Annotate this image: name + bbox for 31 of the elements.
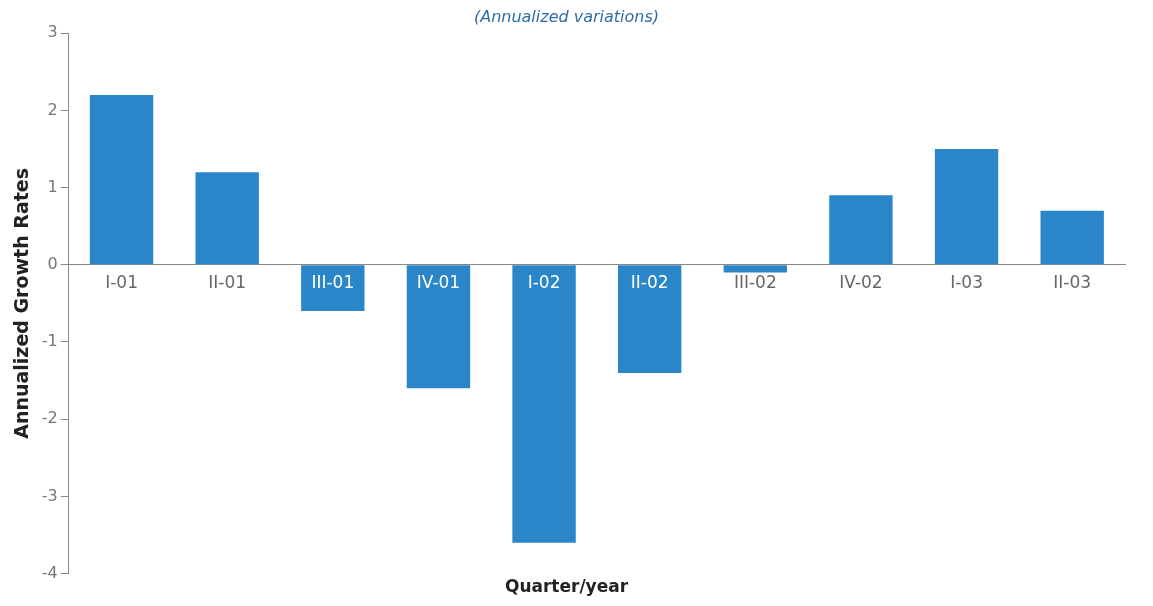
x-tick-label: I-03 — [950, 271, 983, 292]
y-tick-label: -3 — [41, 485, 58, 505]
y-tick-label: -4 — [41, 562, 58, 582]
x-tick-label: I-02 — [527, 271, 561, 292]
x-tick-label: IV-01 — [416, 271, 461, 292]
bar — [1040, 210, 1104, 265]
x-tick-label: II-03 — [1053, 271, 1092, 292]
bar — [406, 265, 471, 389]
bar — [618, 265, 682, 373]
y-tick-label: -1 — [41, 331, 58, 351]
x-tick-label: II-01 — [208, 271, 247, 292]
bar — [723, 265, 787, 273]
x-axis-title: Quarter/year — [504, 576, 629, 597]
bar — [195, 172, 259, 265]
y-tick-label: 0 — [47, 253, 58, 273]
x-tick-label: III-02 — [733, 271, 777, 292]
bar — [512, 265, 576, 543]
y-tick-label: 1 — [47, 176, 58, 196]
y-axis-title: Annualized Growth Rates — [10, 167, 33, 439]
bar — [934, 149, 999, 265]
x-tick-label: IV-02 — [839, 271, 883, 292]
x-tick-label: II-02 — [630, 271, 669, 292]
y-tick-label: -2 — [41, 408, 58, 428]
x-tick-label: I-01 — [105, 271, 138, 292]
bar — [89, 94, 154, 265]
bar — [301, 265, 365, 312]
bar — [829, 195, 893, 265]
y-tick-label: 3 — [47, 22, 58, 42]
chart-subtitle: (Annualized variations) — [473, 6, 660, 26]
x-tick-label: III-01 — [311, 271, 355, 292]
y-tick-label: 2 — [47, 99, 58, 119]
